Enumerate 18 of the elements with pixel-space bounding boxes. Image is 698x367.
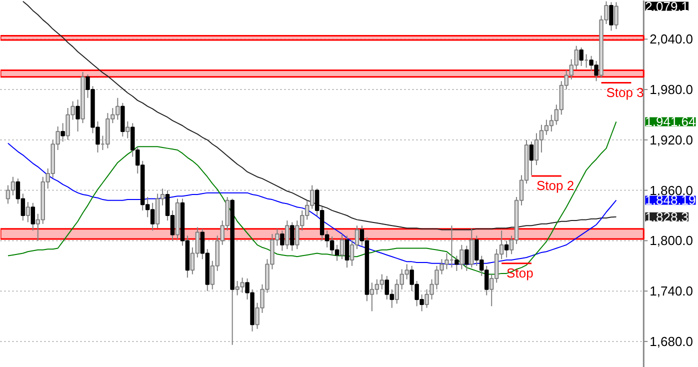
y-tick-label: 1,680.0 — [650, 334, 694, 349]
text: 1,941.64 — [645, 114, 696, 130]
candlestick — [126, 120, 130, 139]
candlestick — [285, 220, 290, 250]
y-tick-label: 1,920.0 — [650, 132, 694, 148]
candlestick — [340, 233, 344, 260]
text: 1,828.3 — [645, 209, 689, 224]
y-tick-label: 1,740.0 — [650, 284, 694, 299]
y-tick-label: 2,040.0 — [650, 32, 694, 47]
ref-line-label: Stop 2 — [536, 178, 574, 194]
ref-line-label: Stop — [506, 265, 534, 280]
y-tick-label: 1,980.0 — [650, 82, 694, 98]
candlestick — [614, 2, 618, 30]
candlestick — [26, 202, 30, 223]
y-tick-label: 1,800.0 — [650, 233, 694, 248]
candlestick — [460, 244, 464, 270]
ref-line-label: Stop 3 — [606, 84, 644, 100]
text: 2,079.1 — [645, 0, 689, 14]
